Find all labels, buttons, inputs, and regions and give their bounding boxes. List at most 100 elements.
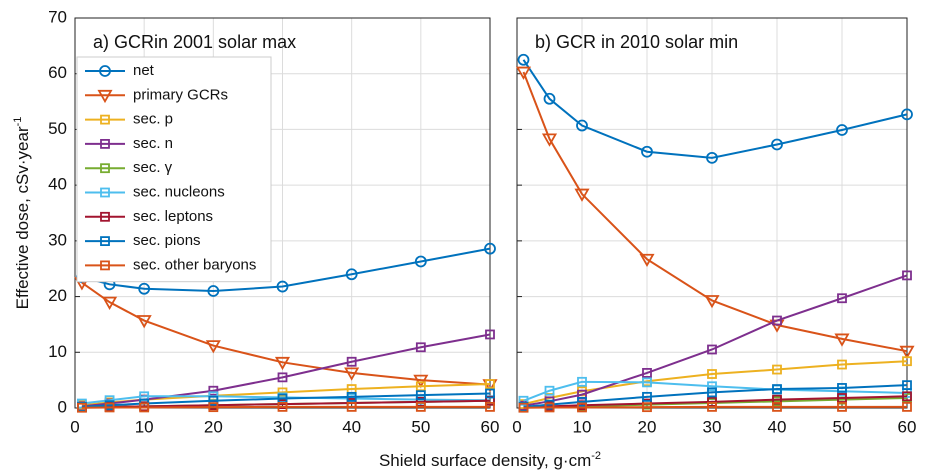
marker — [642, 377, 652, 388]
marker — [772, 364, 782, 375]
marker — [837, 293, 847, 304]
y-tick-label: 50 — [48, 119, 67, 138]
marker — [541, 133, 558, 147]
marker — [902, 356, 912, 367]
marker — [772, 401, 782, 412]
marker — [641, 145, 653, 158]
marker — [576, 119, 588, 132]
marker — [139, 402, 150, 413]
marker — [899, 345, 915, 359]
marker — [274, 356, 291, 371]
series-line — [522, 71, 908, 353]
legend-label: sec. p — [133, 111, 173, 128]
marker — [574, 188, 590, 202]
series-line — [523, 274, 908, 407]
legend-label: primary GCRs — [133, 86, 228, 103]
marker — [277, 387, 288, 398]
x-tick-label: 10 — [135, 417, 154, 436]
marker — [837, 359, 847, 370]
marker — [771, 138, 783, 151]
marker — [706, 151, 718, 164]
x-tick-label: 30 — [703, 417, 722, 436]
marker — [346, 391, 357, 402]
x-tick-label: 40 — [768, 417, 787, 436]
series-line — [523, 384, 908, 408]
marker — [415, 381, 426, 392]
marker — [99, 65, 111, 77]
marker — [208, 402, 219, 413]
marker — [836, 124, 848, 136]
marker — [837, 393, 847, 403]
x-axis-label: Shield surface density, g·cm-2 — [379, 450, 601, 471]
x-tick-label: 60 — [481, 417, 500, 436]
marker — [642, 391, 652, 402]
panel-title: a) GCRin 2001 solar max — [93, 32, 296, 52]
marker — [772, 384, 782, 394]
y-label-sup: -1 — [12, 117, 24, 127]
legend-label: sec. leptons — [133, 208, 213, 225]
x-tick-label: 40 — [342, 417, 361, 436]
series-line — [81, 405, 490, 409]
y-tick-label: 0 — [58, 397, 67, 416]
marker — [485, 388, 495, 399]
marker — [901, 108, 913, 121]
marker — [138, 282, 151, 295]
marker — [344, 367, 360, 381]
marker — [707, 369, 717, 379]
marker — [415, 401, 426, 412]
marker — [772, 315, 782, 326]
x-tick-label: 60 — [898, 417, 917, 436]
marker — [517, 53, 530, 66]
marker — [136, 315, 152, 329]
marker — [414, 255, 427, 268]
series-line — [81, 392, 491, 408]
marker — [902, 391, 912, 402]
legend-label: sec. other baryons — [133, 256, 256, 273]
marker — [544, 385, 555, 396]
marker — [100, 187, 110, 198]
marker — [707, 387, 717, 398]
marker — [485, 329, 495, 340]
marker — [834, 333, 850, 347]
marker — [485, 401, 495, 412]
x-tick-label: 30 — [273, 417, 292, 436]
marker — [544, 402, 555, 413]
marker — [207, 285, 220, 297]
series-line — [523, 360, 908, 406]
x-label-sup: -2 — [591, 450, 601, 462]
marker — [415, 390, 426, 401]
marker — [100, 211, 110, 222]
marker — [577, 402, 587, 413]
y-tick-label: 40 — [48, 175, 67, 194]
series-line — [523, 380, 908, 402]
series-line — [522, 59, 908, 159]
marker — [415, 342, 426, 353]
y-axis-label: Effective dose, cSv·year-1 — [12, 117, 33, 310]
x-tick-label: 20 — [204, 417, 223, 436]
x-tick-label: 50 — [833, 417, 852, 436]
series-line — [523, 405, 907, 409]
legend-label: net — [133, 62, 155, 79]
marker — [837, 383, 847, 393]
marker — [277, 372, 288, 383]
marker — [77, 402, 87, 413]
marker — [577, 396, 587, 407]
marker — [104, 402, 115, 413]
marker — [902, 401, 912, 412]
y-tick-label: 30 — [48, 230, 67, 249]
marker — [515, 66, 532, 80]
marker — [485, 379, 495, 389]
marker — [102, 296, 118, 310]
legend-label: sec. γ — [133, 159, 173, 176]
y-tick-label: 20 — [48, 286, 67, 305]
marker — [642, 402, 652, 413]
axes-box — [516, 17, 908, 409]
marker — [205, 340, 221, 354]
series-line — [81, 395, 491, 405]
marker — [707, 401, 717, 412]
marker — [518, 402, 529, 413]
marker — [100, 114, 110, 125]
x-tick-label: 0 — [512, 417, 521, 436]
y-label-text: Effective dose, cSv·year — [13, 126, 32, 309]
